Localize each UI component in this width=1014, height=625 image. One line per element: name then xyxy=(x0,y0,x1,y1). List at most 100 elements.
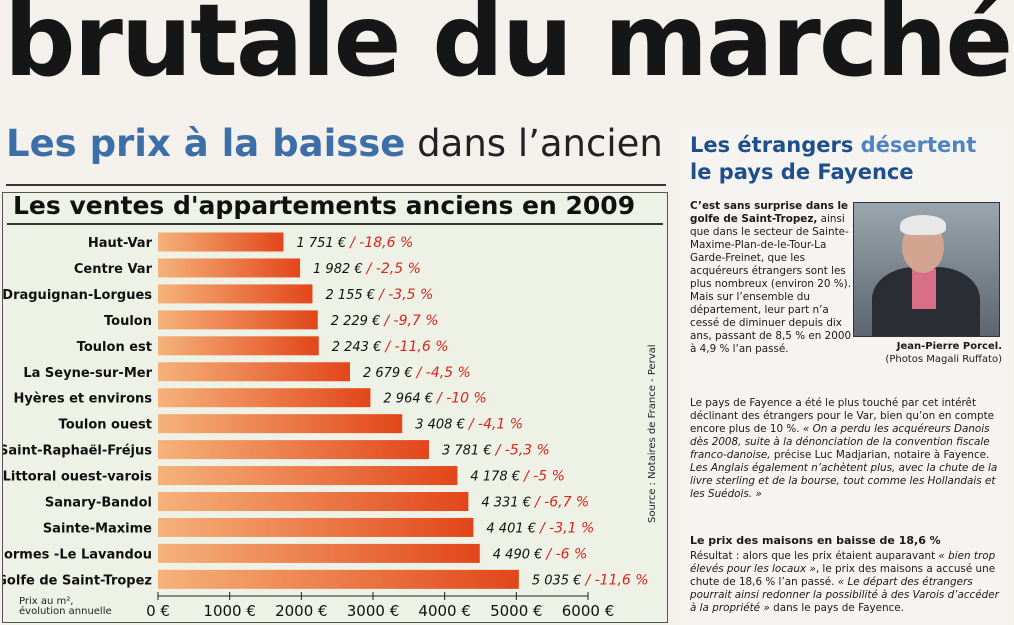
category-label: Haut-Var xyxy=(88,236,153,251)
change-label: / -4,5 % xyxy=(415,365,471,381)
category-label: Centre Var xyxy=(74,262,153,277)
change-label: / -11,6 % xyxy=(583,572,648,588)
value-label: 3 781 € xyxy=(442,444,492,459)
photo-credit: (Photos Magali Ruffato) xyxy=(885,354,1002,365)
change-label: / -3,1 % xyxy=(538,520,594,536)
change-label: / -4,1 % xyxy=(467,417,523,433)
x-tick-label: 6000 € xyxy=(562,602,615,620)
bar xyxy=(158,258,301,278)
intro-rest: ainsi que dans le secteur de Sainte-Maxi… xyxy=(690,213,852,355)
bar xyxy=(158,362,350,382)
category-label: Golfe de Saint-Tropez xyxy=(3,573,152,588)
para3-quote2: « Le départ des étrangers pourrait ainsi… xyxy=(690,576,999,614)
x-tick-label: 3000 € xyxy=(347,602,400,620)
subheadline-rest: dans l’ancien xyxy=(405,122,663,165)
photo-caption: Jean-Pierre Porcel. (Photos Magali Ruffat… xyxy=(852,340,1002,366)
bar xyxy=(158,388,371,408)
sidebar-title-bold: Les étrangers xyxy=(690,133,854,157)
x-tick-label: 0 € xyxy=(146,602,170,620)
x-tick-label: 2000 € xyxy=(275,602,328,620)
category-label: Littoral ouest-varois xyxy=(3,470,152,485)
x-tick-label: 4000 € xyxy=(418,602,471,620)
category-label: La Seyne-sur-Mer xyxy=(23,366,152,381)
category-label: Toulon xyxy=(104,314,152,329)
value-label: 4 178 € xyxy=(470,470,520,485)
bar xyxy=(158,543,480,563)
change-label: / -5 % xyxy=(522,469,565,485)
intro-paragraph: C’est sans surprise dans le golfe de Sai… xyxy=(690,200,852,356)
value-label: 2 229 € xyxy=(331,314,381,329)
para3-mid: , le prix des maisons a accusé une chute… xyxy=(690,563,996,588)
chart-title-rule xyxy=(7,223,663,225)
value-label: 4 401 € xyxy=(486,521,536,536)
axis-note-line-2: évolution annuelle xyxy=(19,606,112,617)
sidebar-title-light: désertent xyxy=(853,133,977,157)
category-label: Toulon est xyxy=(77,340,152,355)
change-label: / -10 % xyxy=(435,391,487,407)
category-label: Saint-Raphaël-Fréjus xyxy=(3,444,152,459)
sidebar-title-line2: le pays de Fayence xyxy=(690,160,914,184)
value-label: 1 751 € xyxy=(296,236,346,251)
value-label: 2 964 € xyxy=(383,392,433,407)
change-label: / -11,6 % xyxy=(383,339,448,355)
category-label: Sanary-Bandol xyxy=(45,496,152,511)
para2-quote2: Les Anglais également n’achètent plus, a… xyxy=(690,462,998,500)
value-label: 3 408 € xyxy=(415,418,465,433)
bar xyxy=(158,336,319,356)
category-label: Toulon ouest xyxy=(59,418,152,433)
value-label: 2 243 € xyxy=(332,340,382,355)
para2-quote1: « On a perdu les acquéreurs Danois dès 2… xyxy=(690,423,990,461)
change-label: / -3,5 % xyxy=(377,287,433,303)
category-label: Bormes -Le Lavandou xyxy=(3,547,152,562)
portrait-shirt xyxy=(912,269,936,309)
axis-note-line-1: Prix au m², xyxy=(19,596,74,607)
para3-end: dans le pays de Fayence. xyxy=(769,602,904,614)
second-paragraph: Le pays de Fayence a été le plus touché … xyxy=(690,397,1006,501)
value-label: 2 679 € xyxy=(363,366,413,381)
category-label: Hyères et environs xyxy=(13,392,152,407)
chart-source: Source : Notaires de France - Perval xyxy=(647,344,658,523)
bar xyxy=(158,310,318,330)
bar-chart: Les ventes d'appartements anciens en 200… xyxy=(2,192,668,623)
change-label: / -18,6 % xyxy=(348,235,413,251)
subheadline-rule xyxy=(6,184,666,186)
subheadline-highlight: Les prix à la baisse xyxy=(6,122,406,165)
bar xyxy=(158,466,458,486)
para2-start: Le pays de Fayence a été le plus touché … xyxy=(690,397,995,435)
axis-note: Prix au m², évolution annuelle xyxy=(19,597,112,617)
change-label: / -5,3 % xyxy=(494,443,550,459)
intro-bold: C’est sans surprise dans le golfe de Sai… xyxy=(690,200,849,225)
bar xyxy=(158,284,313,304)
sidebar-subhead: Le prix des maisons en baisse de 18,6 % xyxy=(690,534,941,547)
value-label: 4 331 € xyxy=(481,496,531,511)
bar xyxy=(158,414,403,434)
headline: brutale du marché xyxy=(4,0,1013,99)
sidebar-article: Les étrangers désertent le pays de Fayenc… xyxy=(680,128,1012,625)
bar xyxy=(158,492,469,511)
x-tick-label: 1000 € xyxy=(203,602,256,620)
bar xyxy=(158,569,519,589)
chart-title: Les ventes d'appartements anciens en 200… xyxy=(13,192,636,220)
category-label: Sainte-Maxime xyxy=(43,521,152,536)
sidebar-title: Les étrangers désertent le pays de Fayenc… xyxy=(690,132,990,186)
value-label: 1 982 € xyxy=(313,262,363,277)
para3-quote1: « bien trop élevés pour les locaux » xyxy=(690,550,996,575)
change-label: / -6,7 % xyxy=(533,495,589,511)
subheadline: Les prix à la baisse dans l’ancien xyxy=(6,122,663,165)
portrait-hair xyxy=(900,215,946,235)
value-label: 2 155 € xyxy=(325,288,375,303)
portrait-photo xyxy=(853,202,1000,337)
category-label: Draguignan-Lorgues xyxy=(3,288,152,303)
change-label: / -9,7 % xyxy=(382,313,438,329)
para2-mid: précise Luc Madjarian, notaire à Fayence… xyxy=(770,449,990,461)
photo-name: Jean-Pierre Porcel. xyxy=(896,341,1002,352)
para3-start: Résultat : alors que les prix étaient au… xyxy=(690,550,939,562)
bar xyxy=(158,440,429,460)
bar xyxy=(158,232,284,252)
bar xyxy=(158,517,474,537)
change-label: / -6 % xyxy=(544,546,587,562)
third-paragraph: Résultat : alors que les prix étaient au… xyxy=(690,550,1006,615)
chart-svg: Haut-Var 1 751 € / -18,6 % Centre Var 1 982 … xyxy=(3,232,649,620)
x-tick-label: 5000 € xyxy=(490,602,543,620)
value-label: 4 490 € xyxy=(493,547,543,562)
